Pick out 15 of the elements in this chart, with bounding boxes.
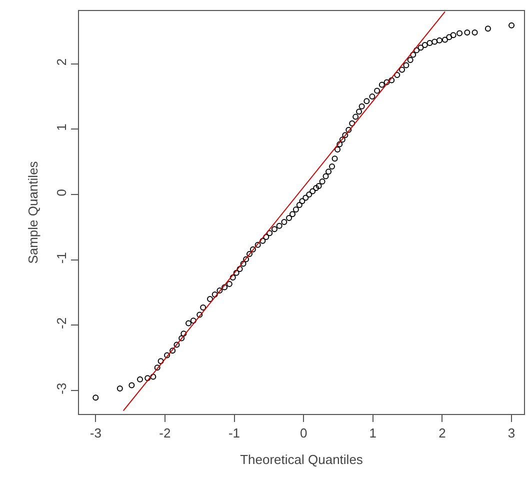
x-tick-label: -1: [228, 426, 240, 441]
y-tick-label: 1: [54, 124, 69, 131]
x-tick-label: 0: [300, 426, 308, 441]
y-tick-label: -3: [54, 382, 69, 394]
x-tick-label: 2: [438, 426, 446, 441]
y-tick-label: -1: [54, 252, 69, 264]
y-tick-label: 2: [54, 58, 69, 66]
x-tick-label: 1: [369, 426, 377, 441]
y-tick-label: -2: [54, 317, 69, 329]
x-axis-title: Theoretical Quantiles: [240, 452, 364, 468]
x-tick-label: -2: [159, 426, 171, 441]
x-tick-label: -3: [90, 426, 102, 441]
x-tick-label: 3: [508, 426, 516, 441]
y-tick-label: 0: [54, 188, 69, 196]
y-axis-title: Sample Quantiles: [26, 160, 41, 264]
